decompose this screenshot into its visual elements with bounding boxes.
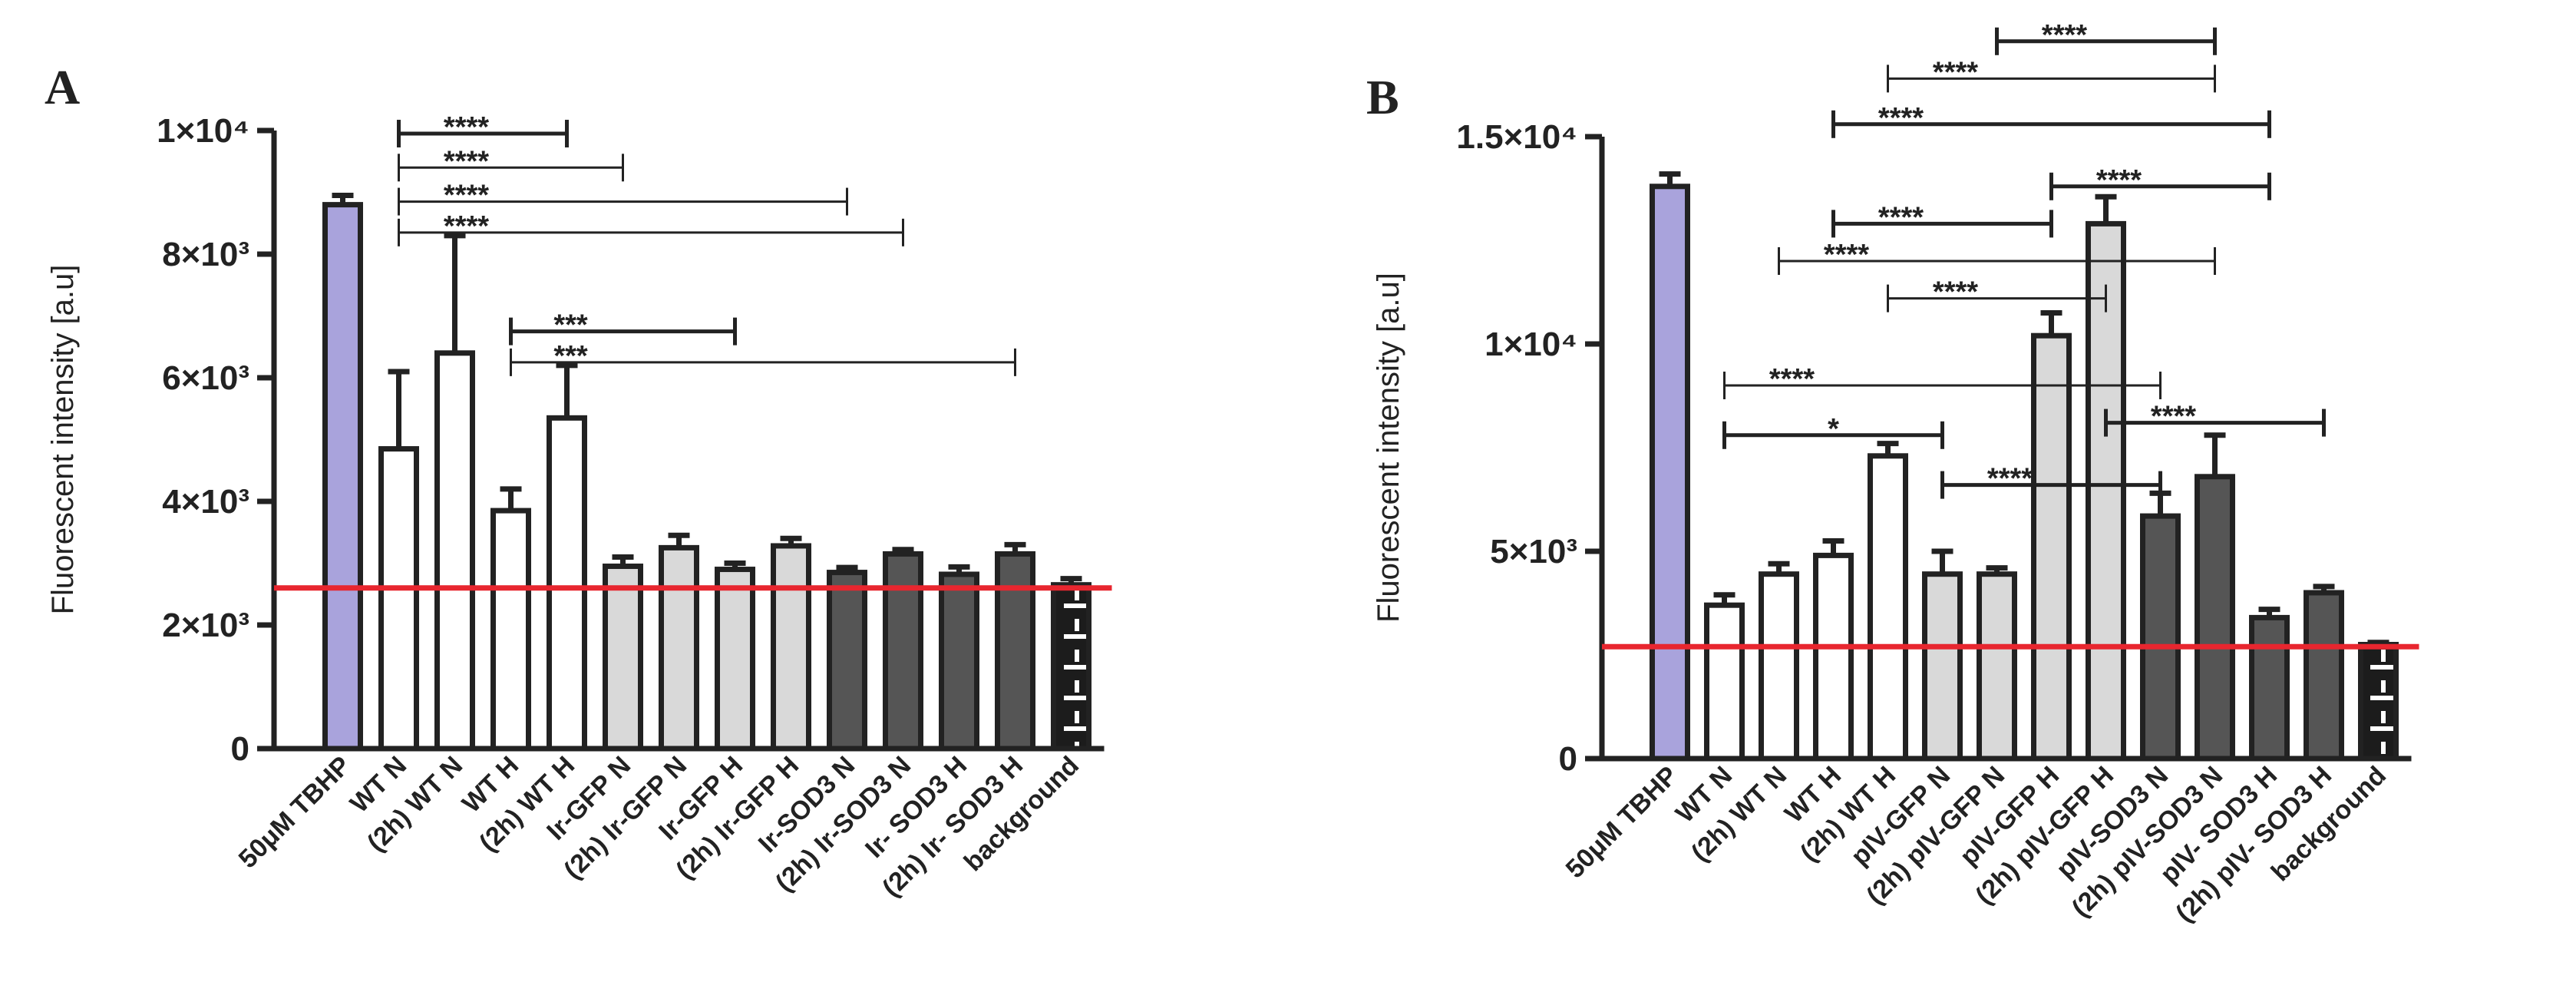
bar-a-6: [659, 544, 699, 752]
bar-b-2: [1759, 571, 1799, 762]
y-tick-label-a-3: 6×10³: [162, 359, 249, 397]
sig-label-b-4: ****: [1878, 201, 1924, 233]
bar-a-8: [771, 543, 811, 752]
bar-b-10: [2195, 474, 2235, 762]
bar-b-9: [2140, 513, 2181, 762]
sig-label-a-1: ****: [444, 145, 489, 177]
panel-letter-b: B: [1366, 70, 1399, 124]
sig-label-b-8: *: [1828, 413, 1839, 445]
y-tick-label-a-5: 1×10⁴: [157, 112, 249, 150]
bar-b-0: [1650, 184, 1690, 762]
sig-label-b-5: ****: [1824, 239, 1869, 271]
bar-a-11: [939, 571, 979, 752]
y-tick-label-a-2: 4×10³: [162, 483, 249, 521]
y-axis-title-a: Fluorescent intensity [a.u]: [46, 265, 80, 615]
sig-label-a-2: ****: [444, 180, 489, 212]
sig-label-a-5: ***: [553, 340, 588, 372]
sig-label-b-3: ****: [2096, 164, 2142, 197]
y-tick-label-b-3: 1.5×10⁴: [1456, 118, 1577, 156]
category-label-a-0: 50μM TBHP: [233, 751, 356, 874]
bar-b-6: [1977, 571, 2017, 762]
sig-label-b-10: ****: [1987, 463, 2033, 495]
sig-label-a-4: ***: [553, 309, 588, 342]
sig-label-a-0: ****: [444, 111, 489, 144]
sig-label-a-3: ****: [444, 210, 489, 243]
bar-a-3: [490, 508, 531, 752]
panel-letter-a: A: [45, 60, 80, 114]
y-tick-label-b-2: 1×10⁴: [1485, 326, 1577, 363]
bar-a-4: [547, 415, 587, 752]
chart-panel-a: Fluorescent intensity [a.u] 0 2×10³ 4×10³ 6×…: [46, 111, 1112, 903]
bar-b-13: [2358, 642, 2399, 762]
bar-b-11: [2249, 614, 2290, 762]
bar-a-2: [434, 350, 475, 752]
bar-b-7: [2031, 332, 2072, 762]
y-tick-label-a-4: 8×10³: [162, 236, 249, 273]
y-tick-label-b-0: 0: [1559, 740, 1577, 778]
y-tick-label-b-1: 5×10³: [1490, 533, 1577, 570]
y-tick-label-a-0: 0: [231, 730, 249, 768]
bar-a-12: [995, 551, 1035, 752]
y-axis-title-b: Fluorescent intensity [a.u]: [1372, 273, 1405, 623]
bar-a-9: [827, 570, 867, 752]
bar-a-1: [378, 446, 419, 752]
bar-a-13: [1051, 582, 1091, 752]
sig-label-b-0: ****: [2042, 19, 2087, 51]
sig-label-b-6: ****: [1933, 276, 1978, 309]
bar-a-0: [322, 202, 363, 752]
bar-a-10: [883, 551, 923, 752]
sig-label-b-7: ****: [1769, 363, 1815, 395]
bar-b-3: [1813, 552, 1854, 762]
bar-b-12: [2304, 590, 2344, 762]
bar-b-1: [1704, 602, 1745, 762]
bar-b-4: [1868, 453, 1908, 762]
bar-a-5: [603, 564, 643, 752]
sig-label-b-2: ****: [1878, 102, 1924, 134]
category-label-b-0: 50μM TBHP: [1560, 761, 1683, 884]
sig-label-b-1: ****: [1933, 56, 1978, 88]
bar-a-7: [715, 567, 755, 752]
bar-b-5: [1922, 571, 1963, 762]
y-tick-label-a-1: 2×10³: [162, 607, 249, 644]
sig-label-b-9: ****: [2151, 401, 2196, 433]
chart-panel-b: Fluorescent intensity [a.u] 0 5×10³ 1×10⁴ 1.…: [1372, 19, 2419, 928]
